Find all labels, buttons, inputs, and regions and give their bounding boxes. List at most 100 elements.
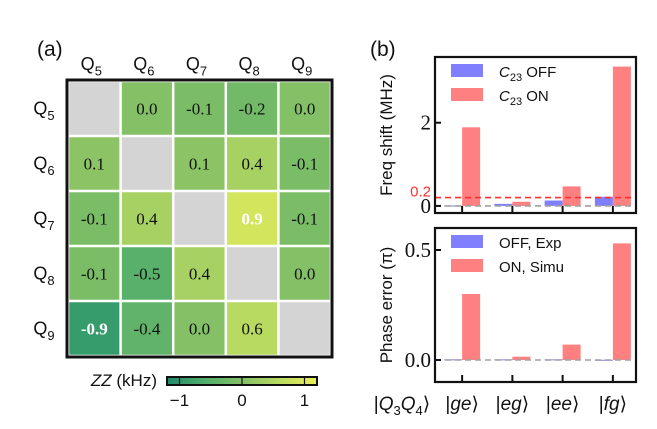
heatmap-cell: [121, 192, 172, 245]
bar-on: [612, 66, 631, 206]
heatmap-cell: [69, 247, 120, 300]
legend-swatch: [451, 235, 483, 248]
column-label: Q7: [186, 54, 207, 78]
cell-value-label: -0.1: [186, 100, 213, 119]
cell-value-label: -0.5: [133, 265, 160, 284]
bar-off: [494, 203, 513, 206]
x-tick-label: |fg⟩: [599, 394, 627, 415]
heatmap-cell: [227, 192, 278, 245]
legend-swatch: [451, 64, 483, 77]
cell-value-label: 0.0: [294, 265, 315, 284]
phase-error-bar-chart: 0.0 0.5 Phase error (π) OFF, Exp ON, Simu |ge…: [374, 226, 638, 418]
heatmap-cell: [227, 137, 278, 190]
bar-off: [544, 359, 563, 361]
diagonal-cell: [69, 82, 120, 135]
heatmap-frame: [65, 78, 334, 359]
cell-value-label: -0.1: [81, 265, 108, 284]
heatmap-cell: [69, 192, 120, 245]
bar-on: [512, 201, 531, 206]
cell-value-label: 0.1: [84, 155, 105, 174]
panel-label-b: (b): [370, 38, 396, 61]
bar-on: [462, 294, 481, 360]
heatmap-cell: [174, 302, 225, 355]
bar-on: [462, 127, 481, 206]
bar-off: [444, 359, 463, 361]
panel-label-a: (a): [37, 38, 63, 61]
heatmap-cell: [279, 192, 330, 245]
cell-value-label: 0.4: [136, 210, 158, 229]
cell-value-label: 0.6: [241, 320, 262, 339]
cell-value-label: 0.0: [189, 320, 210, 339]
y-tick-label: 0: [421, 194, 432, 218]
row-label: Q6: [33, 154, 54, 178]
bar-on: [612, 243, 631, 360]
row-label: Q9: [33, 319, 54, 343]
diagonal-cell: [121, 137, 172, 190]
legend-label: OFF, Exp: [499, 235, 562, 252]
x-tick-label: |ge⟩: [445, 394, 479, 415]
heatmap-cell: [174, 137, 225, 190]
diagonal-cell: [174, 192, 225, 245]
plot-frame: [433, 226, 638, 384]
cell-value-label: 0.9: [241, 210, 262, 229]
colorbar-tick-label: 0: [237, 391, 246, 410]
heatmap-cell: [174, 82, 225, 135]
heatmap-cell: [279, 82, 330, 135]
colorbar-tick-label: 1: [300, 391, 309, 410]
column-label: Q6: [133, 54, 154, 78]
heatmap-cell: [227, 82, 278, 135]
row-label: Q8: [33, 264, 54, 288]
colorbar-tick-label: −1: [170, 391, 189, 410]
x-tick-label: |eg⟩: [496, 394, 530, 415]
row-label: Q7: [33, 209, 54, 233]
column-label: Q9: [291, 54, 312, 78]
cell-value-label: 0.4: [189, 265, 211, 284]
heatmap-cell: [279, 137, 330, 190]
colorbar: −1 0 1 ZZ (kHz): [90, 371, 318, 410]
cell-value-label: -0.1: [291, 155, 318, 174]
cell-value-label: -0.9: [81, 320, 108, 339]
y-tick-label: 0.0: [405, 348, 431, 372]
y-tick-label: 0.5: [405, 238, 431, 262]
cell-value-label: 0.4: [241, 155, 263, 174]
heatmap-cell: [69, 302, 120, 355]
diagonal-cell: [227, 247, 278, 300]
bar-on: [512, 356, 531, 360]
legend-label: C23 ON: [499, 88, 549, 108]
y-axis-label: Phase error (π): [377, 247, 396, 364]
x-tick-label: |ee⟩: [546, 394, 580, 415]
colorbar-title: ZZ (kHz): [90, 371, 157, 390]
heatmap-cell: [69, 137, 120, 190]
cell-value-label: -0.1: [81, 210, 108, 229]
plot-frame: [433, 55, 638, 215]
diagonal-cell: [279, 302, 330, 355]
cell-value-label: -0.4: [133, 320, 160, 339]
bar-off: [594, 196, 613, 206]
column-label: Q8: [238, 54, 259, 78]
bar-off: [544, 200, 563, 206]
bar-off: [594, 359, 613, 361]
legend-swatch: [451, 259, 483, 272]
heatmap-cell: [121, 247, 172, 300]
freq-shift-bar-chart: 0.20 2 Freq shift (MHz) C23 OFF C23 ON: [377, 55, 638, 218]
bar-on: [562, 186, 581, 206]
heatmap-cell: [121, 302, 172, 355]
heatmap-cell: [121, 82, 172, 135]
heatmap-cell: [227, 302, 278, 355]
bar-on: [562, 344, 581, 360]
reference-line-label: 0.2: [410, 184, 431, 201]
legend-label: C23 OFF: [499, 64, 556, 84]
legend-swatch: [451, 88, 483, 101]
row-label: Q5: [33, 99, 54, 123]
cell-value-label: -0.1: [291, 210, 318, 229]
bar-off: [444, 205, 463, 207]
y-axis-label: Freq shift (MHz): [377, 74, 396, 196]
zz-heatmap: 0.0 -0.1 -0.2 0.0 0.1 0.1 0.4 -0.1 -0.1 0.4 0.9 -0.…: [33, 54, 334, 359]
cell-value-label: 0.0: [136, 100, 157, 119]
category-axis-title: |Q3Q4⟩: [374, 394, 430, 418]
heatmap-cell: [279, 247, 330, 300]
cell-value-label: 0.0: [294, 100, 315, 119]
bar-off: [494, 359, 513, 361]
y-tick-label: 2: [421, 111, 432, 135]
